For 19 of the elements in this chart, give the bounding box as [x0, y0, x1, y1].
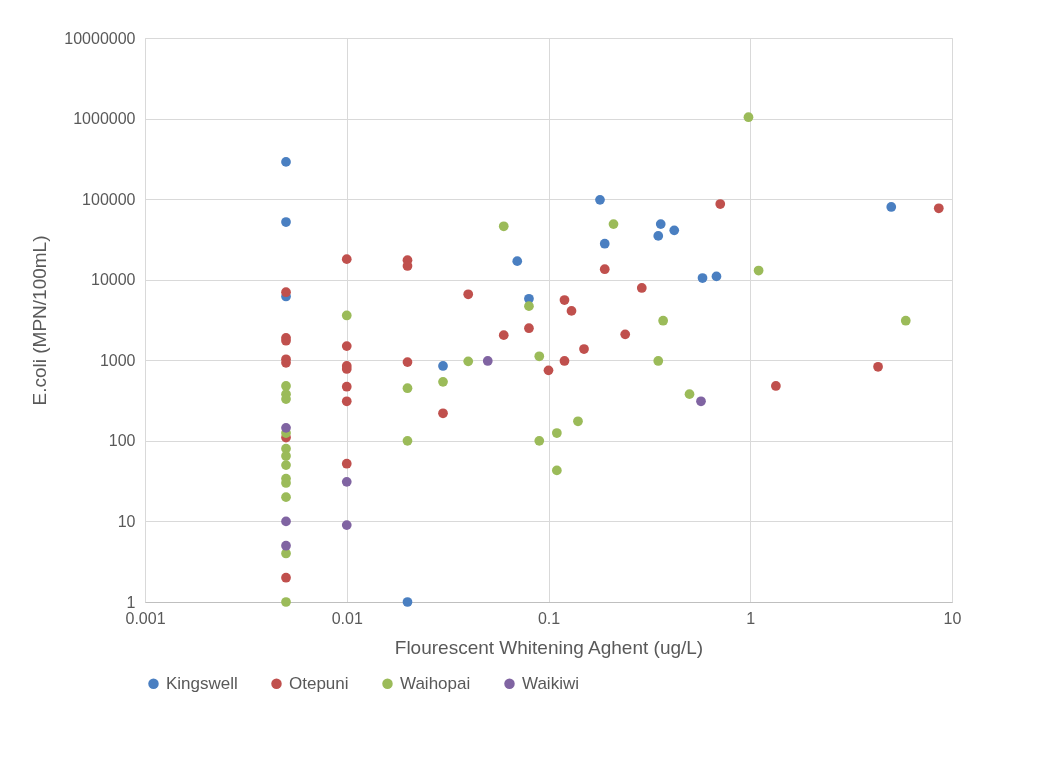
- x-tick-label: 0.01: [331, 609, 363, 627]
- y-tick-label: 10: [117, 512, 136, 530]
- x-tick-label: 10: [943, 609, 962, 627]
- y-tick-label: 100: [108, 432, 136, 450]
- y-tick-label: 1000000: [73, 110, 136, 128]
- y-tick-label: 1000: [99, 351, 136, 369]
- y-axis-title: E.coli (MPN/100mL): [29, 235, 51, 406]
- y-tick-label: 10000000: [64, 29, 136, 47]
- legend-label: Waihopai: [400, 673, 471, 693]
- legend-label: Waikiwi: [522, 673, 579, 693]
- legend-label: Kingswell: [166, 673, 238, 693]
- x-tick-label: 0.1: [537, 609, 561, 627]
- y-tick-label: 1: [126, 593, 136, 611]
- legend-label: Otepuni: [289, 673, 349, 693]
- x-axis-title: Flourescent Whitening Aghent (ug/L): [394, 636, 704, 658]
- x-tick-label: 1: [746, 609, 756, 627]
- y-tick-label: 10000: [91, 271, 136, 289]
- x-tick-label: 0.001: [125, 609, 166, 627]
- y-tick-label: 100000: [82, 190, 136, 208]
